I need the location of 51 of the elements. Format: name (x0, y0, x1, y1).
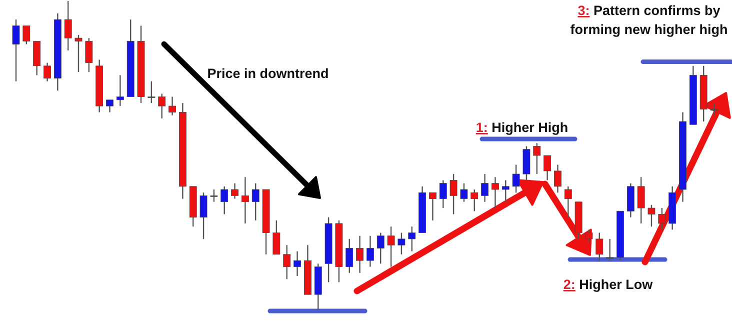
candlestick (429, 192, 436, 221)
candlestick (439, 180, 447, 209)
candlestick (585, 229, 593, 243)
candlestick (533, 142, 541, 175)
candlestick (283, 244, 291, 280)
candlestick (148, 80, 156, 104)
candlestick (450, 173, 458, 215)
candlestick (637, 176, 645, 224)
annotation: Price in downtrend (207, 66, 329, 81)
candlestick (168, 96, 176, 116)
candlestick (492, 176, 499, 209)
annotation: 2: Higher Low (563, 277, 654, 292)
candlestick (366, 235, 374, 268)
candlestick (398, 232, 406, 255)
candlestick (512, 164, 520, 194)
candlestick (12, 18, 20, 82)
candlestick (158, 93, 166, 120)
candlestick (106, 99, 114, 113)
candlestick (74, 34, 82, 73)
candlestick (481, 173, 489, 202)
candlestick (272, 220, 280, 255)
candlestick (376, 232, 384, 264)
candlestick (220, 186, 228, 215)
annotation: 1: Higher High (476, 120, 568, 135)
candlestick (200, 192, 208, 240)
annotation: 3: Pattern confirms by forming new higher high (570, 3, 728, 37)
candlestick (294, 250, 301, 277)
candlestick (85, 37, 93, 73)
candlestick (606, 238, 614, 262)
candlestick (554, 164, 562, 194)
candlestick (648, 204, 656, 228)
candlestick (564, 186, 572, 218)
candlestick (387, 226, 395, 268)
candlestick (22, 25, 30, 45)
candlestick (710, 102, 718, 116)
candlestick (346, 238, 354, 274)
candlestick (210, 188, 218, 202)
candlestick (544, 154, 552, 181)
candlestick (658, 207, 666, 230)
candlestick (44, 62, 51, 82)
candlestick (408, 226, 416, 252)
candlestick (502, 180, 510, 202)
candlestick (116, 74, 124, 107)
candlestick (241, 176, 249, 224)
candlestick (252, 182, 260, 221)
candlestick (231, 182, 238, 200)
candlestick (470, 188, 478, 212)
candlestick (64, 0, 72, 52)
candlestick (460, 182, 468, 202)
candlestick (596, 232, 604, 262)
candlestick (356, 235, 364, 274)
